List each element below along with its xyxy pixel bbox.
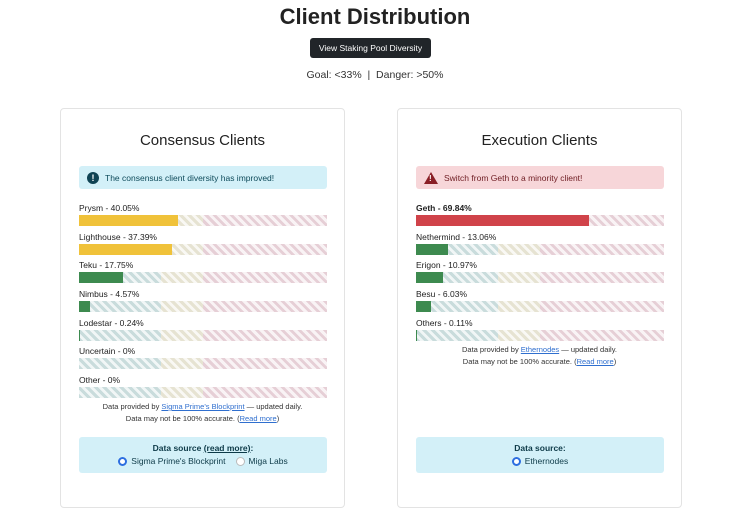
client-label: Other - 0% <box>79 375 327 386</box>
read-more-link[interactable]: Read more <box>240 414 277 423</box>
warning-triangle-icon: ! <box>424 172 438 184</box>
footer-text: Data may not be 100% accurate. ( <box>463 357 577 366</box>
client-row-teku: Teku - 17.75% <box>79 260 327 289</box>
data-source-box: Data source: Ethernodes <box>416 437 664 473</box>
radio-label: Miga Labs <box>249 456 288 466</box>
progress-track <box>79 244 327 255</box>
data-footer: Data provided by Sigma Prime's Blockprin… <box>61 401 344 425</box>
client-row-prysm: Prysm - 40.05% <box>79 203 327 232</box>
client-label: Lighthouse - 37.39% <box>79 232 327 243</box>
alert-text: Switch from Geth to a minority client! <box>444 173 582 183</box>
progress-track <box>416 272 664 283</box>
radio-sigma-prime[interactable]: Sigma Prime's Blockprint <box>118 456 225 466</box>
progress-track <box>416 301 664 312</box>
progress-track <box>79 358 327 369</box>
progress-track <box>416 244 664 255</box>
progress-fill <box>416 244 448 255</box>
footer-text: Data may not be 100% accurate. ( <box>126 414 240 423</box>
radio-button[interactable] <box>512 457 521 466</box>
client-row-besu: Besu - 6.03% <box>416 289 664 318</box>
client-label: Others - 0.11% <box>416 318 664 329</box>
data-source-box: Data source (read more): Sigma Prime's B… <box>79 437 327 473</box>
client-label: Prysm - 40.05% <box>79 203 327 214</box>
exclamation-circle-icon: ! <box>87 172 99 184</box>
client-row-lighthouse: Lighthouse - 37.39% <box>79 232 327 261</box>
footer-text: Data provided by <box>103 402 162 411</box>
danger-alert: ! Switch from Geth to a minority client! <box>416 166 664 189</box>
page-title: Client Distribution <box>0 4 750 30</box>
footer-text: — updated daily. <box>245 402 303 411</box>
client-row-lodestar: Lodestar - 0.24% <box>79 318 327 347</box>
client-row-geth: Geth - 69.84% <box>416 203 664 232</box>
alert-text: The consensus client diversity has impro… <box>105 173 274 183</box>
view-staking-pool-diversity-button[interactable]: View Staking Pool Diversity <box>310 38 431 58</box>
read-more-link[interactable]: Read more <box>577 357 614 366</box>
progress-fill <box>416 301 431 312</box>
client-row-erigon: Erigon - 10.97% <box>416 260 664 289</box>
radio-label: Sigma Prime's Blockprint <box>131 456 225 466</box>
client-row-others: Others - 0.11% <box>416 318 664 347</box>
data-source-read-more-link[interactable]: (read more) <box>204 443 251 453</box>
card-title: Consensus Clients <box>61 132 344 149</box>
radio-ethernodes[interactable]: Ethernodes <box>512 456 568 466</box>
client-bars: Geth - 69.84% Nethermind - 13.06% Erigon -… <box>416 203 664 346</box>
client-label: Erigon - 10.97% <box>416 260 664 271</box>
progress-fill <box>79 301 90 312</box>
data-footer: Data provided by Ethernodes — updated da… <box>398 344 681 368</box>
client-label: Uncertain - 0% <box>79 346 327 357</box>
progress-track <box>79 330 327 341</box>
progress-fill <box>79 330 80 341</box>
execution-clients-card: Execution Clients ! Switch from Geth to … <box>397 108 682 508</box>
client-label: Nimbus - 4.57% <box>79 289 327 300</box>
client-label: Geth - 69.84% <box>416 203 664 214</box>
client-bars: Prysm - 40.05% Lighthouse - 37.39% Teku - … <box>79 203 327 404</box>
card-title: Execution Clients <box>398 132 681 149</box>
progress-track <box>79 215 327 226</box>
progress-fill <box>79 272 123 283</box>
consensus-clients-card: Consensus Clients ! The consensus client… <box>60 108 345 508</box>
footer-text: ) <box>277 414 280 423</box>
progress-track <box>416 330 664 341</box>
data-source-colon: : <box>250 443 253 453</box>
progress-fill <box>416 215 589 226</box>
client-label: Teku - 17.75% <box>79 260 327 271</box>
client-row-nimbus: Nimbus - 4.57% <box>79 289 327 318</box>
progress-track <box>79 301 327 312</box>
goal-text: Goal: <33% | Danger: >50% <box>0 69 750 81</box>
progress-fill <box>79 244 172 255</box>
client-row-uncertain: Uncertain - 0% <box>79 346 327 375</box>
radio-button[interactable] <box>236 457 245 466</box>
client-row-other: Other - 0% <box>79 375 327 404</box>
radio-label: Ethernodes <box>525 456 568 466</box>
footer-text: Data provided by <box>462 345 521 354</box>
progress-fill <box>79 215 178 226</box>
footer-text: ) <box>614 357 617 366</box>
radio-button[interactable] <box>118 457 127 466</box>
progress-track <box>79 272 327 283</box>
ethernodes-link[interactable]: Ethernodes <box>521 345 559 354</box>
client-label: Nethermind - 13.06% <box>416 232 664 243</box>
client-row-nethermind: Nethermind - 13.06% <box>416 232 664 261</box>
data-source-label: Data source <box>153 443 204 453</box>
progress-track <box>79 387 327 398</box>
client-label: Besu - 6.03% <box>416 289 664 300</box>
footer-text: — updated daily. <box>559 345 617 354</box>
info-alert: ! The consensus client diversity has imp… <box>79 166 327 189</box>
client-label: Lodestar - 0.24% <box>79 318 327 329</box>
radio-miga-labs[interactable]: Miga Labs <box>236 456 288 466</box>
blockprint-link[interactable]: Sigma Prime's Blockprint <box>161 402 244 411</box>
data-source-label: Data source: <box>416 443 664 453</box>
progress-track <box>416 215 664 226</box>
progress-fill <box>416 272 443 283</box>
